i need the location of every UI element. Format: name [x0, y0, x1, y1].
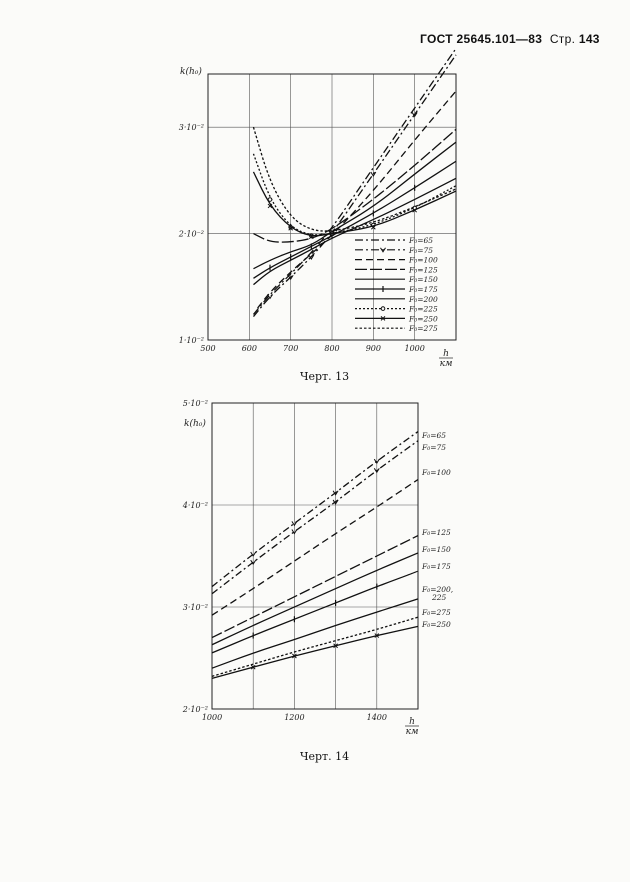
y-axis-label: k(h₀) — [184, 418, 206, 429]
series-end-label-2: F₀=75 — [421, 443, 446, 452]
series-end-label-8: F₀=275 — [421, 608, 451, 617]
page-header: ГОСТ 25645.101—83 Стр. 143 — [420, 32, 600, 46]
x-tick-label: 800 — [324, 344, 339, 353]
series-9-marker — [370, 224, 376, 230]
legend-label-2: F₀=75 — [408, 246, 433, 255]
legend-label-4: F₀=125 — [408, 265, 438, 274]
series-9-marker — [333, 643, 338, 649]
series-end-label-6: F₀=175 — [421, 562, 451, 571]
y-tick-label: 5·10⁻² — [183, 399, 208, 408]
chart-2: 1000 1200 1400 2·10⁻² 3·10⁻² 4·10⁻² 5·10⁻² k(h₀… — [182, 399, 453, 737]
chart-14-caption: Черт. 14 — [300, 750, 350, 763]
chart-1: 500 600 700 800 900 1000 1·10⁻² 2·10⁻² 3·10⁻² k(h… — [178, 48, 457, 369]
standard-number: ГОСТ 25645.101—83 — [420, 32, 543, 46]
x-tick-label: 1400 — [367, 713, 387, 722]
series-9-marker — [250, 664, 256, 670]
series-line-3 — [257, 90, 457, 309]
series-8-marker — [267, 197, 273, 202]
x-axis-label: h — [409, 717, 415, 727]
series-line-4 — [253, 128, 457, 243]
series-line-2 — [211, 440, 419, 595]
series-2-marker — [267, 294, 273, 300]
x-axis-label: h — [443, 349, 449, 359]
series-line-4 — [211, 535, 419, 639]
chart-13-caption: Черт. 13 — [300, 370, 350, 383]
legend-label-8: F₀=225 — [408, 305, 438, 314]
legend-label-10: F₀=275 — [408, 324, 438, 333]
legend-label-5: F₀=150 — [408, 275, 438, 284]
series-end-label-7-cont: 225 — [431, 593, 447, 602]
y-tick-label: 3·10⁻² — [179, 123, 204, 132]
x-tick-label: 500 — [200, 344, 215, 353]
series-2-marker — [370, 171, 377, 177]
series-9-marker — [374, 633, 380, 638]
page-number: 143 — [578, 32, 600, 46]
legend-label-9: F₀=250 — [408, 314, 438, 323]
series-9-marker — [292, 653, 297, 659]
series-end-label-4: F₀=125 — [421, 528, 451, 537]
series-line-5 — [253, 141, 457, 270]
y-tick-label: 4·10⁻² — [182, 501, 208, 510]
series-2-marker — [308, 254, 315, 260]
series-line-7 — [211, 598, 419, 669]
series-9-marker — [308, 234, 314, 240]
series-2-marker — [411, 112, 418, 118]
series-line-7 — [253, 177, 457, 286]
y-tick-label: 3·10⁻² — [183, 603, 208, 612]
y-tick-label: 2·10⁻² — [178, 230, 204, 239]
series-line-9 — [252, 171, 457, 237]
legend-marker-2 — [380, 247, 386, 253]
x-tick-label: 700 — [283, 344, 298, 353]
series-1-marker — [291, 521, 298, 527]
series-line-10 — [252, 127, 457, 232]
series-1-marker — [332, 490, 339, 496]
legend-label-7: F₀=200 — [408, 295, 438, 304]
series-line-9 — [211, 625, 419, 680]
y-tick-label: 2·10⁻² — [182, 705, 208, 714]
x-axis-unit: км — [406, 727, 419, 737]
page-label: Стр. — [549, 32, 576, 46]
legend-marker-9 — [380, 316, 386, 321]
x-tick-label: 1200 — [284, 713, 304, 722]
x-tick-label: 1000 — [404, 344, 424, 353]
series-line-1 — [211, 431, 419, 588]
plot-frame — [211, 402, 419, 710]
x-tick-label: 1000 — [202, 713, 222, 722]
x-axis-unit: км — [440, 359, 453, 369]
series-line-3 — [211, 478, 419, 616]
series-2-marker — [250, 559, 257, 566]
legend-label-1: F₀=65 — [408, 236, 433, 245]
series-end-label-9: F₀=250 — [421, 620, 451, 629]
series-1-marker — [250, 551, 257, 557]
series-line-6 — [211, 570, 419, 654]
series-1-marker — [373, 458, 380, 465]
series-line-6 — [253, 160, 457, 279]
legend-label-6: F₀=175 — [408, 285, 438, 294]
series-line-5 — [211, 552, 419, 646]
series-9-marker — [329, 231, 335, 236]
series-end-label-1: F₀=65 — [421, 431, 446, 440]
series-line-8 — [211, 616, 419, 677]
series-end-label-5: F₀=150 — [421, 545, 451, 554]
series-2-marker — [373, 468, 380, 474]
series-2-marker — [287, 274, 294, 281]
y-axis-label: k(h₀) — [180, 66, 202, 77]
x-tick-label: 600 — [242, 344, 257, 353]
series-line-8 — [252, 153, 457, 236]
legend-marker-8 — [380, 306, 386, 311]
x-tick-label: 900 — [366, 344, 381, 353]
series-9-marker — [267, 203, 273, 209]
series-end-label-3: F₀=100 — [421, 468, 451, 477]
y-tick-label: 1·10⁻² — [179, 336, 204, 345]
series-end-label-7: F₀=200, — [421, 585, 453, 594]
legend-label-3: F₀=100 — [408, 256, 438, 265]
series-2-marker — [332, 499, 339, 505]
series-9-marker — [412, 207, 418, 213]
plot-frame — [207, 73, 457, 341]
series-2-marker — [291, 529, 298, 535]
series-9-marker — [288, 225, 294, 231]
